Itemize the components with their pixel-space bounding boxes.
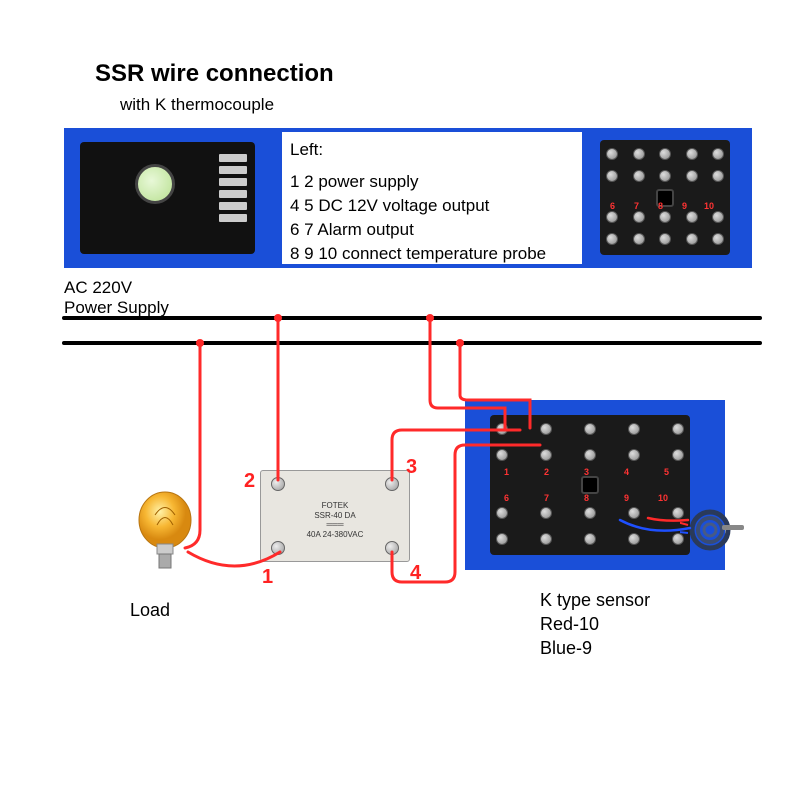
controller-device	[80, 142, 255, 254]
diagram-subtitle: with K thermocouple	[120, 95, 274, 115]
ac-label-2: Power Supply	[64, 298, 169, 318]
controller-knob-icon	[135, 164, 175, 204]
ssr-num-2: 2	[244, 470, 255, 493]
terminal-block-top: 6 7 8 9 10	[600, 140, 730, 255]
legend-line-3: 6 7 Alarm output	[290, 220, 414, 240]
ac-label-1: AC 220V	[64, 278, 132, 298]
legend-line-2: 4 5 DC 12V voltage output	[290, 196, 489, 216]
sensor-label-3: Blue-9	[540, 638, 592, 659]
ssr-num-3: 3	[406, 456, 417, 479]
legend-line-1: 1 2 power supply	[290, 172, 419, 192]
legend-line-4: 8 9 10 connect temperature probe	[290, 244, 546, 264]
term-num: 8	[584, 493, 589, 503]
term-num: 4	[624, 467, 629, 477]
diagram-canvas: SSR wire connection with K thermocouple …	[0, 0, 800, 800]
ssr-text-icon: FOTEKSSR-40 DA═══40A 24-380VAC	[261, 501, 409, 539]
term-num: 7	[544, 493, 549, 503]
sensor-label-2: Red-10	[540, 614, 599, 635]
legend-header: Left:	[290, 140, 323, 160]
sensor-label-1: K type sensor	[540, 590, 650, 611]
term-num: 6	[504, 493, 509, 503]
ssr-num-1: 1	[262, 566, 273, 589]
load-label: Load	[130, 600, 170, 621]
ssr-relay: FOTEKSSR-40 DA═══40A 24-380VAC	[260, 470, 410, 562]
term-num: 2	[544, 467, 549, 477]
term-num: 1	[504, 467, 509, 477]
controller-terminals-icon	[219, 154, 247, 222]
bulb-icon	[135, 490, 205, 580]
thermocouple-coil-icon	[680, 505, 750, 555]
term-num: 9	[624, 493, 629, 503]
term-num: 3	[584, 467, 589, 477]
term-num: 5	[664, 467, 669, 477]
terminal-block-bottom: 1 2 3 4 5 6 7 8 9 10	[490, 415, 690, 555]
diagram-title: SSR wire connection	[95, 60, 334, 88]
term-num: 10	[658, 493, 668, 503]
ssr-num-4: 4	[410, 562, 421, 585]
